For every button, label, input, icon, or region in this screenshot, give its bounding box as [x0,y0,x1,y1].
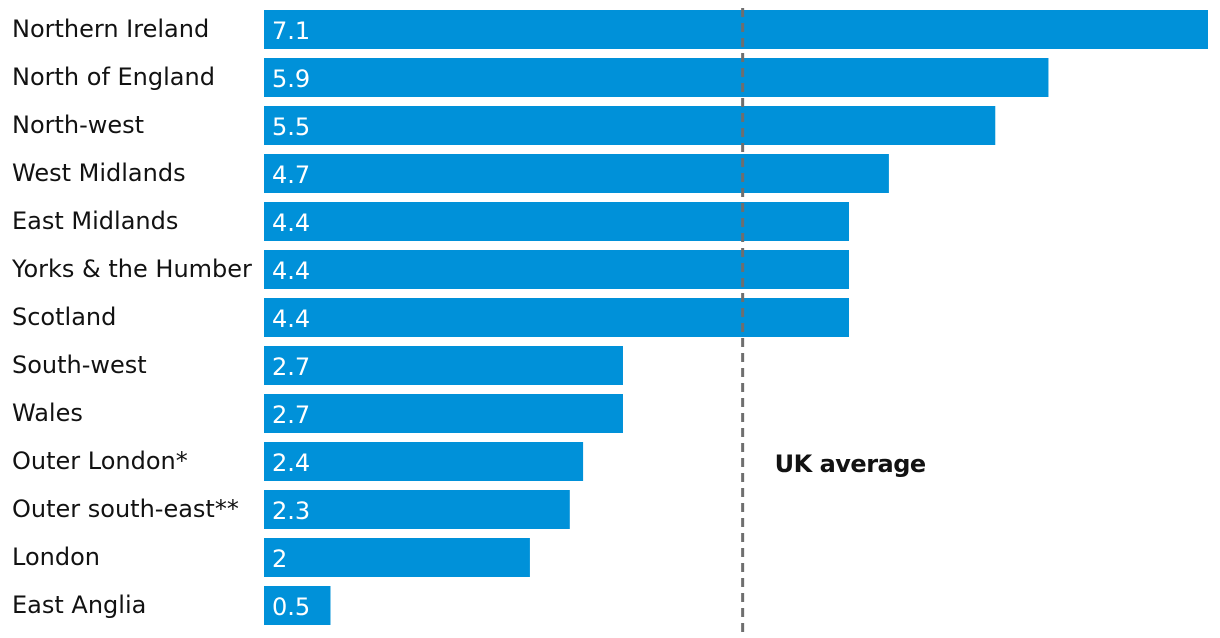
value-label-east-midlands: 4.4 [272,209,310,237]
bar-north-of-england [264,58,1049,97]
bar-north-west [264,106,996,145]
value-label-north-of-england: 5.9 [272,65,310,93]
bar-wales [264,394,623,433]
value-label-northern-ireland: 7.1 [272,17,310,45]
value-label-east-anglia: 0.5 [272,593,310,621]
bar-london [264,538,530,577]
bar-scotland [264,298,850,337]
uk-average-label: UK average [775,450,926,478]
bar-south-west [264,346,623,385]
bar-outer-london [264,442,584,481]
value-label-outer-london: 2.4 [272,449,310,477]
category-label-outer-london: Outer London* [12,447,188,475]
category-label-london: London [12,543,100,571]
category-label-northern-ireland: Northern Ireland [12,15,209,43]
category-label-north-west: North-west [12,111,144,139]
category-label-east-anglia: East Anglia [12,591,146,619]
value-label-north-west: 5.5 [272,113,310,141]
value-label-london: 2 [272,545,287,573]
bar-northern-ireland [264,10,1208,49]
category-label-scotland: Scotland [12,303,116,331]
value-label-south-west: 2.7 [272,353,310,381]
bar-east-anglia [264,586,331,625]
value-label-yorks-the-humber: 4.4 [272,257,310,285]
value-label-outer-south-east: 2.3 [272,497,310,525]
category-label-south-west: South-west [12,351,147,379]
category-label-east-midlands: East Midlands [12,207,178,235]
bars-group: Northern Ireland 7.1 North of England 5.9 No… [11,10,1208,625]
bar-yorks-the-humber [264,250,850,289]
category-label-outer-south-east: Outer south-east** [12,495,239,523]
bar-east-midlands [264,202,850,241]
value-label-scotland: 4.4 [272,305,310,333]
category-label-wales: Wales [12,399,83,427]
category-label-yorks-the-humber: Yorks & the Humber [11,255,252,283]
value-label-west-midlands: 4.7 [272,161,310,189]
category-label-west-midlands: West Midlands [12,159,186,187]
value-label-wales: 2.7 [272,401,310,429]
reference-group: UK average [741,8,926,632]
bar-west-midlands [264,154,889,193]
category-label-north-of-england: North of England [12,63,215,91]
bar-outer-south-east [264,490,570,529]
